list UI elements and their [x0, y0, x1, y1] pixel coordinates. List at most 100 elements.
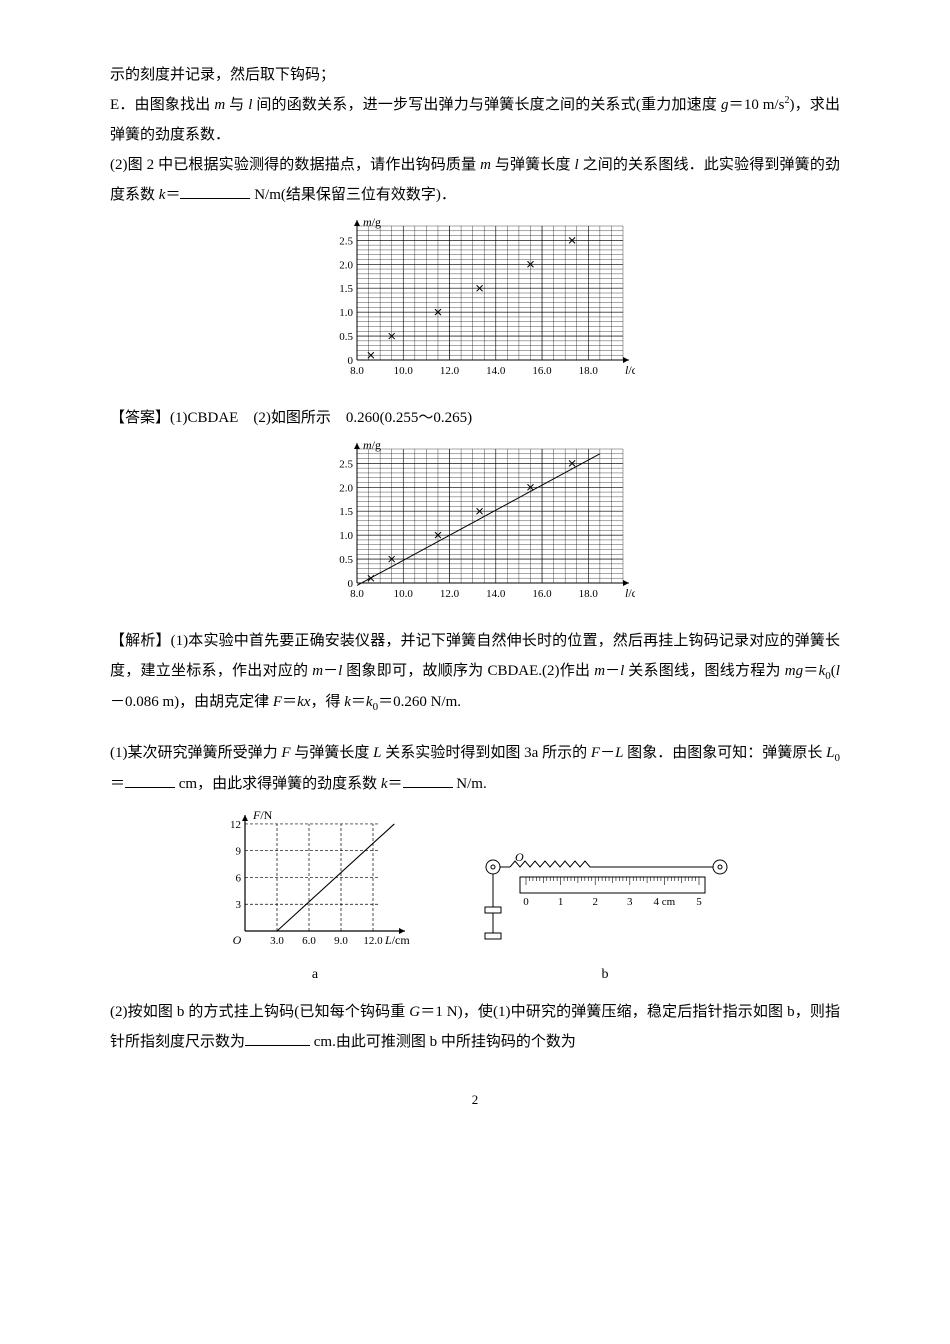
- svg-text:F/N: F/N: [252, 808, 273, 822]
- fig-b-col: O01234 cm5 b: [475, 847, 735, 989]
- svg-text:0: 0: [523, 896, 529, 908]
- svg-text:5: 5: [696, 896, 702, 908]
- svg-text:12.0: 12.0: [363, 935, 383, 947]
- svg-text:1: 1: [558, 896, 564, 908]
- var-k0: k: [366, 694, 373, 710]
- text: 关系图线，图线方程为: [624, 663, 784, 679]
- blank: [403, 772, 453, 788]
- var-G: G: [409, 1004, 420, 1020]
- svg-text:3: 3: [236, 899, 242, 911]
- svg-text:l/cm: l/cm: [625, 586, 635, 600]
- svg-text:L/cm: L/cm: [384, 933, 410, 947]
- blank: [245, 1030, 310, 1046]
- var-k: k: [344, 694, 351, 710]
- fig-b-label: b: [602, 961, 609, 989]
- svg-text:3.0: 3.0: [270, 935, 284, 947]
- text: ，得: [310, 694, 344, 710]
- text: 图象即可，故顺序为 CBDAE.(2)作出: [342, 663, 594, 679]
- var-F: F: [273, 694, 282, 710]
- text: E．由图象找出: [110, 97, 214, 113]
- svg-text:O: O: [233, 933, 242, 947]
- para-continue: 示的刻度并记录，然后取下钩码；: [110, 60, 840, 90]
- svg-text:3: 3: [627, 896, 633, 908]
- var-F: F: [281, 745, 290, 761]
- svg-text:12: 12: [230, 819, 241, 831]
- blank: [180, 183, 250, 199]
- text: －: [605, 663, 620, 679]
- svg-text:14.0: 14.0: [486, 365, 506, 377]
- var-kx: kx: [297, 694, 310, 710]
- svg-text:16.0: 16.0: [532, 365, 552, 377]
- question-2-1: (1)某次研究弹簧所受弹力 F 与弹簧长度 L 关系实验时得到如图 3a 所示的…: [110, 738, 840, 799]
- text: (1)某次研究弹簧所受弹力: [110, 745, 281, 761]
- svg-text:12.0: 12.0: [440, 365, 460, 377]
- sub0: 0: [834, 752, 840, 764]
- svg-text:10.0: 10.0: [394, 365, 414, 377]
- fig-a-label: a: [312, 961, 318, 989]
- var-m: m: [480, 157, 491, 173]
- svg-text:10.0: 10.0: [394, 588, 414, 600]
- svg-text:18.0: 18.0: [579, 365, 599, 377]
- svg-text:8.0: 8.0: [350, 365, 364, 377]
- svg-text:0.5: 0.5: [339, 331, 353, 343]
- text: －: [323, 663, 338, 679]
- var-k: k: [381, 776, 388, 792]
- text: 示的刻度并记录，然后取下钩码；: [110, 67, 335, 83]
- chart1-svg: 00.51.01.52.02.58.010.012.014.016.018.0m…: [315, 216, 635, 386]
- var-l: l: [836, 663, 840, 679]
- text: N/m(结果保留三位有效数字)．: [250, 187, 455, 203]
- svg-text:18.0: 18.0: [579, 588, 599, 600]
- text: 与弹簧长度: [491, 157, 575, 173]
- question-2-2: (2)按如图 b 的方式挂上钩码(已知每个钩码重 G＝1 N)，使(1)中研究的…: [110, 997, 840, 1057]
- var-L: L: [373, 745, 381, 761]
- chart1-container: 00.51.01.52.02.58.010.012.014.016.018.0m…: [110, 216, 840, 397]
- text: ＝0.260 N/m.: [378, 694, 461, 710]
- svg-text:l/cm: l/cm: [625, 363, 635, 377]
- text: ＝: [388, 776, 403, 792]
- text: 间的函数关系，进一步写出弹力与弹簧长度之间的关系式(重力加速度: [252, 97, 721, 113]
- svg-text:16.0: 16.0: [532, 588, 552, 600]
- svg-text:2.0: 2.0: [339, 259, 353, 271]
- figure-row: 369123.06.09.012.0OF/NL/cm a O01234 cm5 …: [110, 807, 840, 989]
- page-number: 2: [110, 1087, 840, 1113]
- svg-text:2.5: 2.5: [339, 458, 353, 470]
- svg-text:12.0: 12.0: [440, 588, 460, 600]
- svg-text:6.0: 6.0: [302, 935, 316, 947]
- svg-text:6: 6: [236, 872, 242, 884]
- text: 与: [225, 97, 248, 113]
- text: cm，由此求得弹簧的劲度系数: [175, 776, 381, 792]
- svg-text:9: 9: [236, 846, 242, 858]
- svg-text:4 cm: 4 cm: [654, 896, 676, 908]
- text: 图象．由图象可知：弹簧原长: [623, 745, 826, 761]
- text: ＝: [110, 776, 125, 792]
- svg-text:8.0: 8.0: [350, 588, 364, 600]
- svg-text:2.0: 2.0: [339, 482, 353, 494]
- svg-text:9.0: 9.0: [334, 935, 348, 947]
- text: ＝: [351, 694, 366, 710]
- text: ＝: [165, 187, 180, 203]
- text: 【答案】(1)CBDAE (2)如图所示 0.260(0.255～0.265): [110, 410, 472, 426]
- svg-text:m/g: m/g: [363, 439, 381, 452]
- text: 关系实验时得到如图 3a 所示的: [382, 745, 591, 761]
- var-mg: mg: [785, 663, 803, 679]
- fig-a-col: 3 6 9 12 3.0 6.0 9.0 12.0 O F/N L/cm a: [215, 807, 415, 989]
- var-m: m: [214, 97, 225, 113]
- var-F: F: [591, 745, 600, 761]
- var-m: m: [312, 663, 323, 679]
- chart2-svg: 00.51.01.52.02.58.010.012.014.016.018.0m…: [315, 439, 635, 609]
- text: 与弹簧长度: [291, 745, 374, 761]
- svg-text:2.5: 2.5: [339, 235, 353, 247]
- svg-text:m/g: m/g: [363, 216, 381, 229]
- text: ＝: [282, 694, 297, 710]
- text: －0.086 m)，由胡克定律: [110, 694, 273, 710]
- chart2-container: 00.51.01.52.02.58.010.012.014.016.018.0m…: [110, 439, 840, 620]
- spacer: [110, 718, 840, 738]
- text: (2)按如图 b 的方式挂上钩码(已知每个钩码重: [110, 1004, 409, 1020]
- para-q2: (2)图 2 中已根据实验测得的数据描点，请作出钩码质量 m 与弹簧长度 l 之…: [110, 150, 840, 210]
- text: N/m.: [453, 776, 487, 792]
- explanation: 【解析】(1)本实验中首先要正确安装仪器，并记下弹簧自然伸长时的位置，然后再挂上…: [110, 626, 840, 718]
- svg-text:1.5: 1.5: [339, 506, 353, 518]
- text: cm.由此可推测图 b 中所挂钩码的个数为: [310, 1034, 576, 1050]
- text: ＝: [803, 663, 819, 679]
- para-e: E．由图象找出 m 与 l 间的函数关系，进一步写出弹力与弹簧长度之间的关系式(…: [110, 90, 840, 150]
